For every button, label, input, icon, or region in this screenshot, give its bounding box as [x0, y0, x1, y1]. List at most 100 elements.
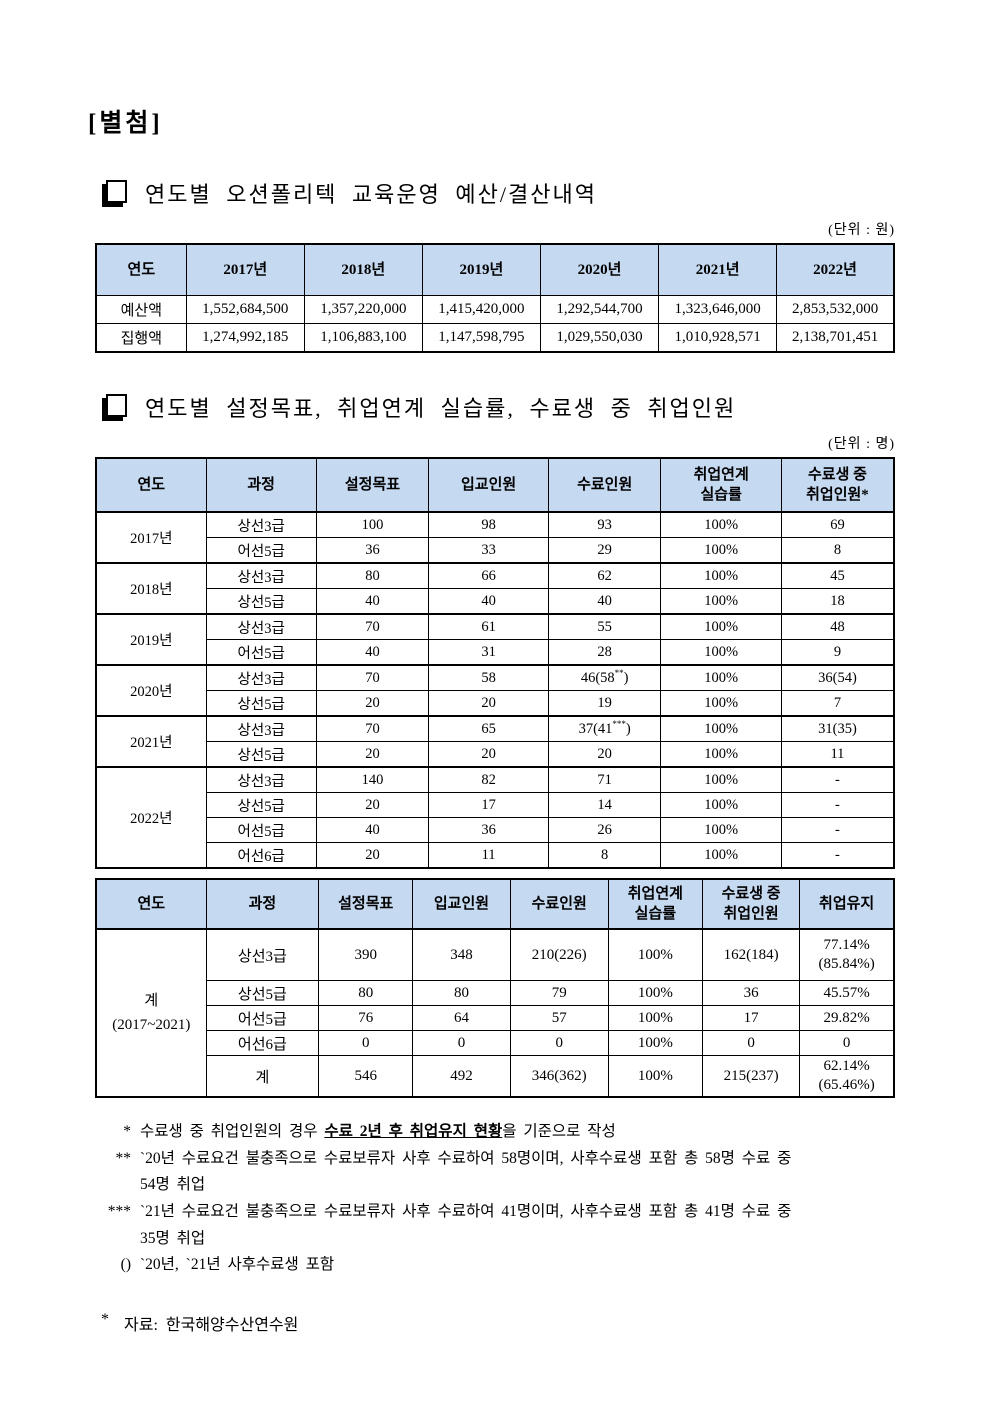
cell: 70	[315, 715, 430, 742]
cell: 0	[799, 1030, 895, 1056]
table-row: 2017년 상선3급 100 98 93 100% 69	[95, 511, 895, 564]
section1-title: 연도별 오션폴리텍 교육운영 예산/결산내역	[145, 182, 597, 207]
totals-table: 연도 과정 설정목표 입교인원 수료인원 취업연계 실습률 수료생 중 취업인원…	[95, 878, 895, 1098]
cell: 11	[780, 741, 895, 768]
table-row: 2020년 상선3급 70 58 46(58**) 100% 36(54)	[95, 664, 895, 717]
footnote-text: 수료생 중 취업인원의 경우 수료 2년 후 취업유지 현황을 기준으로 작성	[140, 1123, 616, 1140]
cell: 70	[315, 664, 430, 691]
course-cell: 어선5급	[205, 639, 317, 666]
cell: 46(58**)	[547, 664, 662, 691]
doc-title: [별첨]	[88, 110, 163, 137]
course-cell: 상선5급	[205, 741, 317, 768]
course-cell: 어선6급	[205, 842, 317, 869]
col-header-rate: 취업연계 실습률	[607, 878, 703, 930]
cell: 100%	[660, 766, 782, 793]
cell: 36	[428, 817, 549, 843]
col-header-rate: 취업연계 실습률	[660, 457, 782, 513]
source-text: 자료: 한국해양수산연수원	[124, 1316, 299, 1334]
cell: 1,415,420,000	[421, 295, 541, 324]
cell: 80	[412, 980, 511, 1006]
cell: -	[780, 817, 895, 843]
cell: 45.57%	[799, 980, 895, 1006]
year-cell: 2019년	[95, 613, 207, 666]
cell: 390	[318, 928, 414, 981]
course-cell: 상선3급	[205, 664, 317, 691]
footnote-ref: ***	[612, 718, 626, 729]
course-cell: 상선3급	[205, 613, 317, 640]
cell: 100%	[607, 980, 703, 1006]
cell: 1,323,646,000	[658, 295, 778, 324]
cell: 1,274,992,185	[185, 323, 305, 353]
square-bullet-icon	[106, 394, 127, 417]
cell: 1,106,883,100	[303, 323, 423, 353]
footnotes: * 수료생 중 취업인원의 경우 수료 2년 후 취업유지 현황을 기준으로 작…	[95, 1119, 905, 1279]
footnote-text: `21년 수료요건 불충족으로 수료보류자 사후 수료하여 41명이며, 사후수…	[140, 1202, 792, 1247]
cell: 65	[428, 715, 549, 742]
footnote-2: ** `20년 수료요건 불충족으로 수료보류자 사후 수료하여 58명이며, …	[95, 1146, 905, 1199]
cell: 17	[701, 1005, 801, 1031]
cell: 100%	[660, 842, 782, 869]
cell: 100%	[660, 741, 782, 768]
cell: 40	[315, 639, 430, 666]
cell: 100%	[660, 562, 782, 589]
detail-header-row: 연도 과정 설정목표 입교인원 수료인원 취업연계 실습률 수료생 중 취업인원…	[95, 457, 895, 513]
year-cell: 계 (2017~2021)	[95, 928, 207, 1098]
col-header-goal: 설정목표	[315, 457, 430, 513]
year-cell: 2018년	[95, 562, 207, 615]
cell: 29	[547, 537, 662, 564]
course-cell: 계	[205, 1055, 320, 1098]
col-header-entered: 입교인원	[428, 457, 549, 513]
cell: 64	[412, 1005, 511, 1031]
footnote-marker: ***	[107, 1202, 131, 1220]
cell: 100%	[660, 639, 782, 666]
col-header-goal: 설정목표	[318, 878, 414, 930]
cell: 20	[315, 741, 430, 768]
section1-unit-label: (단위 : 원)	[828, 223, 895, 238]
section-budget: 연도별 오션폴리텍 교육운영 예산/결산내역 (단위 : 원) 연도 2017년…	[95, 177, 895, 353]
course-cell: 상선3급	[205, 511, 317, 538]
cell: 546	[318, 1055, 414, 1098]
cell: 29.82%	[799, 1005, 895, 1031]
footnote-4: () `20년, `21년 사후수료생 포함	[95, 1252, 905, 1279]
cell: 58	[428, 664, 549, 691]
cell: 40	[315, 817, 430, 843]
cell: 66	[428, 562, 549, 589]
cell: 20	[428, 690, 549, 717]
footnote-1: * 수료생 중 취업인원의 경우 수료 2년 후 취업유지 현황을 기준으로 작…	[95, 1119, 905, 1146]
cell: 0	[318, 1030, 414, 1056]
cell: 37(41***)	[547, 715, 662, 742]
detail-table: 연도 과정 설정목표 입교인원 수료인원 취업연계 실습률 수료생 중 취업인원…	[95, 457, 895, 869]
cell: 215(237)	[701, 1055, 801, 1098]
course-cell: 어선5급	[205, 537, 317, 564]
table-row: 어선5급 36 33 29 100% 8	[96, 537, 895, 564]
cell: 1,029,550,030	[539, 323, 660, 353]
table-row: 어선6급 0 0 0 100% 0 0	[96, 1030, 895, 1056]
cell: 100%	[660, 588, 782, 615]
section2-unit-label: (단위 : 명)	[828, 437, 895, 452]
cell: 8	[547, 842, 662, 869]
col-header-completed: 수료인원	[509, 878, 609, 930]
cell: 77.14% (85.84%)	[799, 928, 895, 981]
footnote-text: `20년 수료요건 불충족으로 수료보류자 사후 수료하여 58명이며, 사후수…	[140, 1149, 792, 1194]
year-cell: 2021년	[95, 715, 207, 768]
course-cell: 상선5급	[205, 980, 320, 1006]
cell: 100	[315, 511, 430, 538]
cell: 20	[547, 741, 662, 768]
section2-heading: 연도별 설정목표, 취업연계 실습률, 수료생 중 취업인원	[106, 391, 895, 423]
cell: 36	[701, 980, 801, 1006]
table-row: 어선5급 76 64 57 100% 17 29.82%	[96, 1005, 895, 1031]
source-line: * 자료: 한국해양수산연수원	[101, 1311, 895, 1335]
cell: 100%	[607, 1030, 703, 1056]
cell: -	[780, 766, 895, 793]
course-cell: 상선5급	[205, 588, 317, 615]
cell: 100%	[607, 1005, 703, 1031]
cell: 20	[428, 741, 549, 768]
cell: 62.14% (65.46%)	[799, 1055, 895, 1098]
course-cell: 어선5급	[205, 817, 317, 843]
cell: 0	[701, 1030, 801, 1056]
table-row: 상선5급 20 20 20 100% 11	[96, 741, 895, 768]
cell: 1,357,220,000	[303, 295, 423, 324]
col-header-employed: 수료생 중 취업인원*	[780, 457, 895, 513]
footnote-ref: **	[614, 667, 624, 678]
cell: 26	[547, 817, 662, 843]
